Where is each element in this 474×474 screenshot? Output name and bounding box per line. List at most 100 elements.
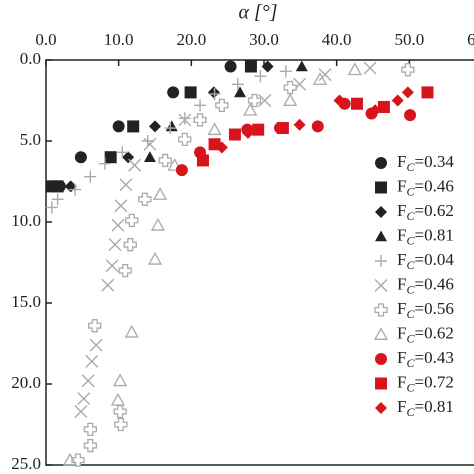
point <box>113 373 128 387</box>
point <box>369 104 382 117</box>
y-tick-label: 5.0 <box>20 130 41 149</box>
point <box>110 392 126 406</box>
point <box>318 68 332 82</box>
point <box>89 338 103 352</box>
point <box>74 405 88 419</box>
point <box>375 206 387 218</box>
point <box>104 151 117 164</box>
y-tick-label: 25.0 <box>11 454 41 473</box>
legend-label: FC=0.46 <box>397 274 454 296</box>
point <box>178 132 192 147</box>
point <box>112 120 125 133</box>
point <box>194 99 207 112</box>
legend-label: FC=0.46 <box>397 176 454 198</box>
point <box>85 354 99 368</box>
legend-label: FC=0.72 <box>397 372 454 394</box>
point <box>404 109 417 122</box>
point <box>152 187 168 200</box>
point <box>98 157 111 170</box>
point <box>401 63 415 77</box>
point <box>122 151 135 164</box>
point <box>234 86 247 98</box>
point <box>164 122 177 135</box>
point <box>77 392 91 406</box>
y-tick-label: 10.0 <box>11 211 41 230</box>
point <box>123 238 137 252</box>
point <box>215 98 229 113</box>
point <box>167 157 182 171</box>
point <box>207 86 220 99</box>
point <box>347 62 362 76</box>
point <box>196 154 209 167</box>
point <box>207 122 222 136</box>
point <box>125 213 139 228</box>
legend-label: FC=0.56 <box>397 299 454 321</box>
point <box>105 259 119 273</box>
point <box>374 279 388 292</box>
point <box>374 303 388 317</box>
legend-label: FC=0.62 <box>397 201 454 223</box>
point <box>401 86 414 99</box>
x-tick-label: 0.0 <box>35 30 56 49</box>
y-tick-label: 20.0 <box>11 373 41 392</box>
x-tick-label: 30.0 <box>249 30 279 49</box>
point <box>108 238 122 252</box>
point <box>283 80 297 95</box>
x-tick-label: 10.0 <box>104 30 134 49</box>
point <box>143 137 157 151</box>
x-axis-label: α [°] <box>238 2 277 24</box>
point <box>293 118 306 131</box>
legend-label: FC=0.34 <box>397 152 454 174</box>
point <box>193 113 207 127</box>
point <box>175 164 188 177</box>
point <box>254 70 267 83</box>
point <box>375 230 387 242</box>
point <box>373 327 389 340</box>
point <box>311 120 324 133</box>
point <box>363 61 377 75</box>
point <box>283 93 298 106</box>
y-tick-label: 15.0 <box>11 292 41 311</box>
x-tick-label: 40.0 <box>322 30 352 49</box>
point <box>118 263 132 278</box>
point <box>375 181 387 194</box>
point <box>333 94 346 107</box>
point <box>69 183 82 196</box>
legend-label: FC=0.62 <box>397 323 454 345</box>
point <box>228 128 241 141</box>
point <box>84 170 97 183</box>
point <box>128 158 142 172</box>
point <box>51 180 64 193</box>
point <box>83 438 97 453</box>
point <box>178 113 192 127</box>
point <box>119 178 133 192</box>
point <box>138 192 152 206</box>
point <box>113 404 127 419</box>
legend-label: FC=0.04 <box>397 250 454 272</box>
point <box>351 97 364 110</box>
point <box>158 153 172 168</box>
x-tick-label: 50.0 <box>394 30 424 49</box>
x-tick-label: 60.0 <box>467 30 474 49</box>
point <box>244 60 257 73</box>
point <box>167 86 180 99</box>
legend-label: FC=0.43 <box>397 348 454 370</box>
y-tick-label: 0.0 <box>20 49 41 68</box>
point <box>375 402 387 414</box>
point <box>242 126 255 139</box>
point <box>247 93 262 108</box>
point <box>124 324 139 338</box>
point <box>421 86 434 99</box>
point <box>165 120 178 132</box>
point <box>231 78 244 91</box>
point <box>295 60 308 72</box>
point <box>101 278 115 292</box>
point <box>141 135 154 147</box>
point <box>215 141 228 154</box>
point <box>150 217 166 231</box>
point <box>147 251 163 265</box>
point <box>312 72 328 85</box>
point <box>114 417 128 432</box>
point <box>74 151 87 164</box>
